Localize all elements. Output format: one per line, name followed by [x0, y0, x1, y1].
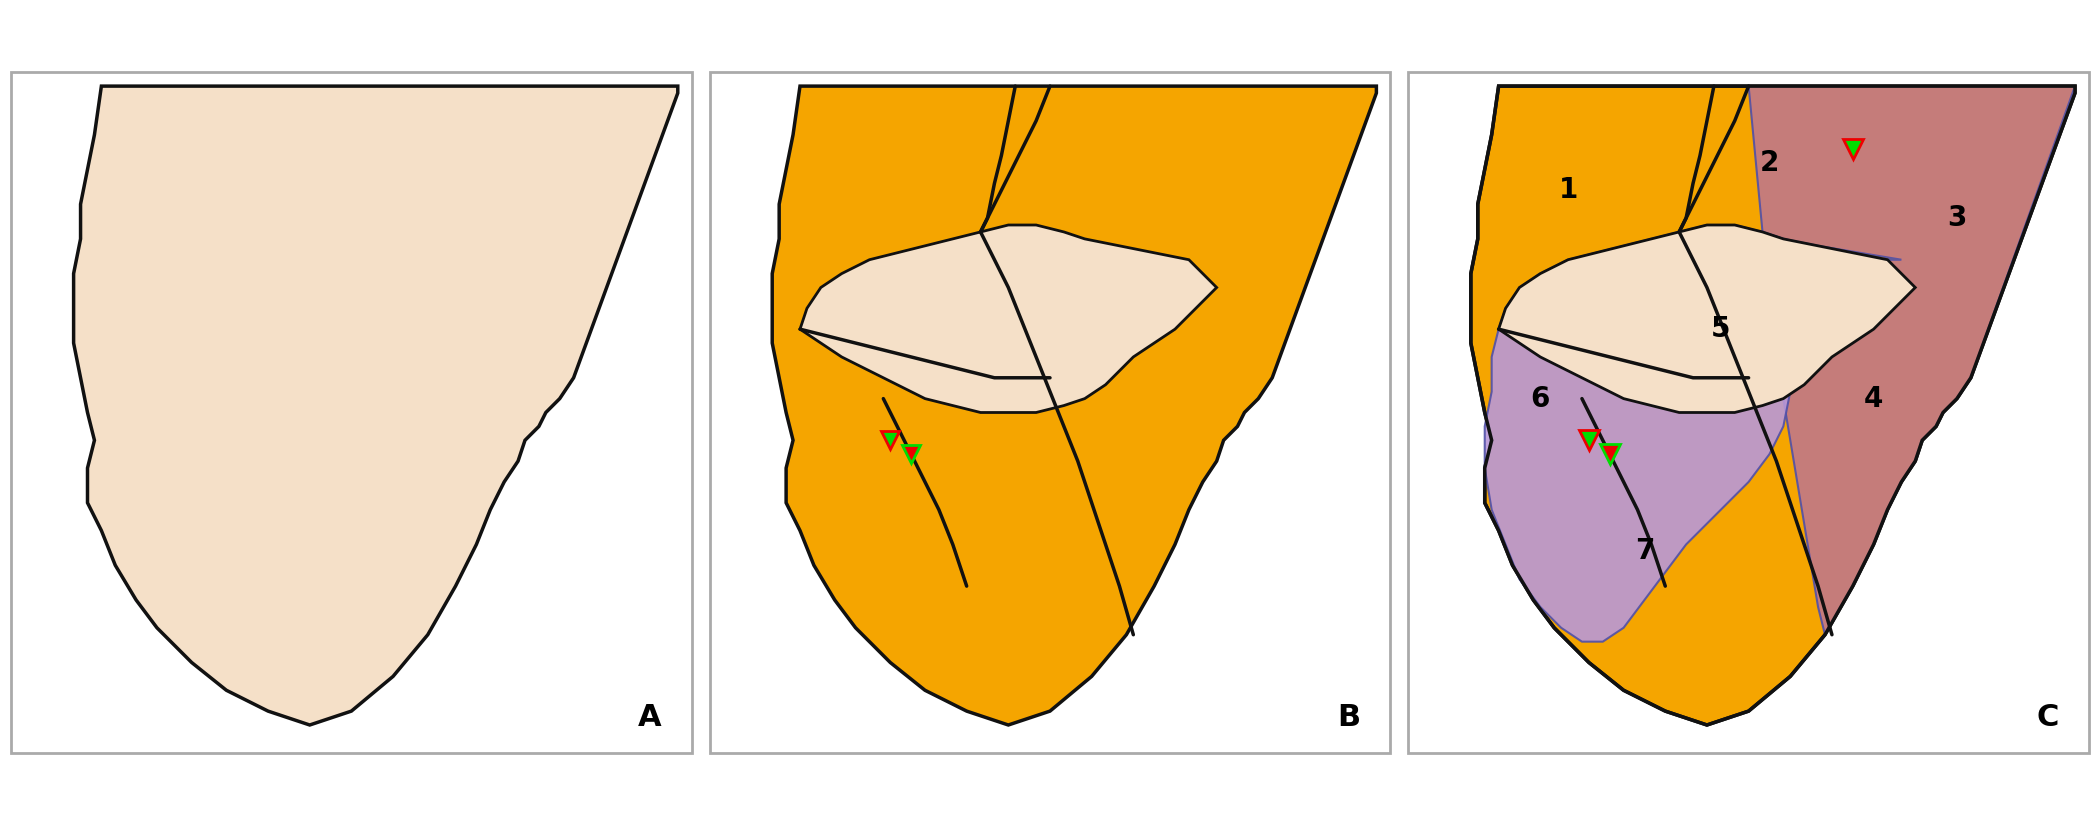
- Text: A: A: [638, 703, 662, 732]
- Text: B: B: [1338, 703, 1361, 732]
- Text: 7: 7: [1634, 537, 1655, 565]
- Text: 1: 1: [1558, 177, 1577, 205]
- Text: 6: 6: [1531, 384, 1550, 412]
- Polygon shape: [1499, 225, 1915, 412]
- FancyBboxPatch shape: [1409, 73, 2090, 752]
- Polygon shape: [800, 225, 1216, 412]
- Polygon shape: [1749, 86, 2075, 634]
- Polygon shape: [74, 86, 678, 725]
- Text: 4: 4: [1865, 384, 1884, 412]
- Text: 5: 5: [1712, 315, 1730, 343]
- FancyBboxPatch shape: [10, 73, 691, 752]
- Text: C: C: [2037, 703, 2058, 732]
- Text: 2: 2: [1760, 148, 1779, 177]
- Text: 3: 3: [1947, 204, 1966, 232]
- Polygon shape: [773, 86, 1376, 725]
- FancyBboxPatch shape: [710, 73, 1390, 752]
- Polygon shape: [1485, 225, 1804, 642]
- Polygon shape: [1470, 86, 2075, 725]
